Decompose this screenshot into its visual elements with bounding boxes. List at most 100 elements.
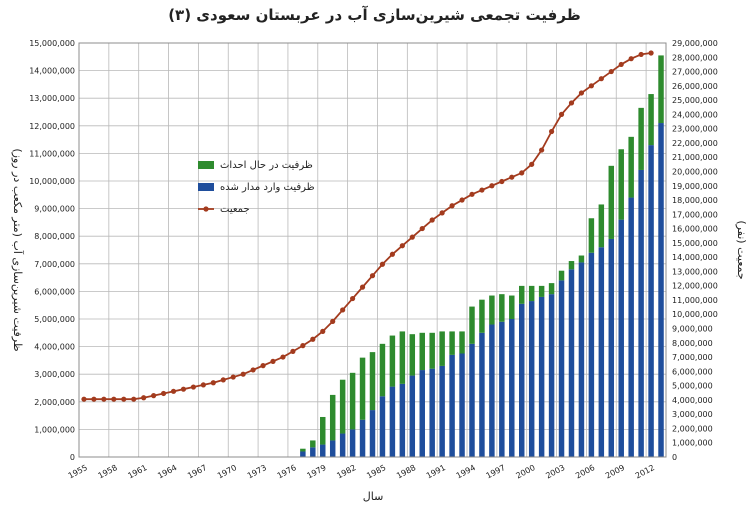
population-point [479,187,485,193]
population-point [499,178,505,185]
y2-tick-label: 9,000,000 [672,325,713,334]
y-tick-label: 7,000,000 [34,260,75,269]
y-tick-label: 14,000,000 [29,67,75,76]
bar-under-construction [449,331,455,355]
y2-tick-label: 11,000,000 [672,296,718,305]
bar-operating [320,444,326,457]
x-tick-label: 1970 [216,463,238,481]
population-point [419,225,425,232]
y-tick-label: 2,000,000 [34,398,75,407]
bar-under-construction [320,416,326,445]
population-point [260,363,266,369]
bar-operating [459,353,465,457]
legend-swatch-population-marker [203,206,209,212]
population-point [618,61,624,68]
bar-under-construction [509,295,515,319]
bar-under-construction [469,306,475,344]
bar-under-construction [419,332,425,371]
y2-tick-label: 2,000,000 [672,424,713,433]
y2-tick-label: 4,000,000 [672,396,713,405]
population-point [399,243,405,249]
y2-tick-label: 25,000,000 [672,96,718,105]
bar-under-construction [528,285,535,302]
bar-operating [558,280,565,457]
y-tick-label: 5,000,000 [34,315,75,324]
y2-tick-label: 17,000,000 [672,210,718,219]
y2-tick-label: 19,000,000 [672,182,718,191]
bar-operating [499,321,505,457]
population-point [170,388,177,394]
x-tick-label: 1997 [485,463,507,481]
bar-operating [618,219,624,457]
population-point [111,396,117,402]
x-tick-label: 1991 [425,463,447,481]
population-point [190,384,197,390]
bar-operating [300,451,306,457]
bar-operating [310,447,316,457]
population-point [598,76,604,82]
bar-under-construction [379,343,386,397]
y2-tick-label: 6,000,000 [672,367,713,376]
population-point [509,174,515,180]
population-point [539,147,545,153]
legend-swatch-under-construction [198,161,214,169]
population-point [320,328,326,334]
bar-operating [449,354,455,457]
population-point [578,90,585,96]
x-tick-label: 1988 [395,463,417,481]
population-point [359,284,366,290]
population-point [519,170,525,176]
y-tick-label: 9,000,000 [34,205,75,214]
bar-operating [538,296,545,457]
population-point [270,358,276,364]
x-tick-label: 1976 [276,463,298,481]
population-point [141,395,147,401]
population-point [101,396,107,402]
bar-operating [389,386,396,457]
bar-under-construction [538,285,545,297]
population-point [330,318,336,324]
bar-under-construction [598,204,605,248]
legend-label-population: جمعیت [220,204,250,215]
population-point [459,197,465,203]
legend-swatch-operating [198,183,214,191]
bar-under-construction [399,331,406,384]
x-tick-label: 2006 [574,463,596,481]
population-point [628,56,634,62]
population-point [350,295,356,302]
population-point [290,348,296,354]
y-tick-label: 11,000,000 [29,149,75,158]
y2-tick-label: 8,000,000 [672,339,713,348]
population-point [250,367,256,373]
x-tick-label: 1967 [186,463,208,481]
y2-tick-label: 23,000,000 [672,125,718,134]
population-line [83,52,652,401]
population-point [469,191,475,197]
population-point [608,68,614,75]
y-tick-label: 0 [70,453,75,462]
y2-tick-label: 26,000,000 [672,82,718,91]
y2-tick-label: 29,000,000 [672,39,718,48]
bar-under-construction [628,136,634,198]
y2-tick-label: 10,000,000 [672,310,718,319]
y2-tick-label: 16,000,000 [672,225,718,234]
population-point [548,128,555,135]
bar-operating [509,319,515,457]
bar-under-construction [648,94,654,146]
population-point [449,203,455,209]
population-point [489,183,495,189]
y-tick-label: 13,000,000 [29,94,75,103]
x-tick-label: 1961 [126,463,148,481]
population-point [300,343,306,349]
bar-operating [489,324,495,457]
bar-under-construction [519,285,525,304]
x-tick-label: 1985 [365,463,387,481]
population-point [558,111,565,117]
population-point [131,396,137,402]
population-point [81,396,87,402]
y2-tick-label: 5,000,000 [672,382,713,391]
population-point [310,336,316,342]
y2-tick-label: 15,000,000 [672,239,718,248]
y-tick-label: 6,000,000 [34,287,75,296]
